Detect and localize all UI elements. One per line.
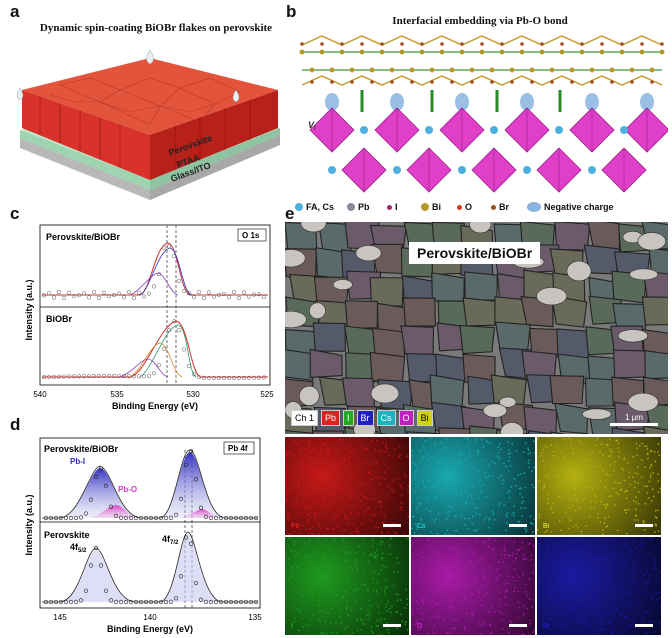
panel-a-label: a <box>10 2 20 21</box>
d-orbital: Pb 4f <box>228 444 248 453</box>
chip-i: I <box>343 410 354 426</box>
eds-map-i: I <box>285 537 409 635</box>
d-xtick-135: 135 <box>248 613 262 622</box>
crystal-structure: VI <box>299 35 668 193</box>
eds-scale-bar <box>635 624 653 627</box>
eds-map-label: Cs <box>417 523 426 530</box>
panel-b-title: Interfacial embedding via Pb-O bond <box>392 15 568 27</box>
c-xtick-535: 535 <box>110 390 124 399</box>
d-peak-52: 4f5/2 <box>70 542 87 554</box>
vacancy-label: VI <box>308 120 316 132</box>
c-xtick-540: 540 <box>33 390 47 399</box>
eds-map-label: Bi <box>543 523 550 530</box>
c-xlabel: Binding Energy (eV) <box>112 401 198 411</box>
structure-legend: FA, Cs Pb I Bi O Br Negative charge <box>295 202 670 216</box>
panel-c-label: c <box>10 204 20 223</box>
legend-fa-cs: FA, Cs <box>295 202 334 212</box>
legend-bi: Bi <box>421 202 441 212</box>
c-ylabel: Intensity (a.u.) <box>24 279 34 340</box>
eds-map-br: Br <box>537 537 661 635</box>
panel-d-label: d <box>10 415 21 434</box>
c-bottom-sample: BiOBr <box>46 314 73 324</box>
sem-eds-overlay: Perovskite/BiOBr Ch 1 Pb I Br Cs O Bi 1 … <box>285 222 668 434</box>
eds-map-label: Br <box>543 623 550 630</box>
eds-map-pb: Pb <box>285 437 409 535</box>
legend-negative-charge: Negative charge <box>527 202 614 212</box>
eds-scale-bar <box>635 524 653 527</box>
d-peak-72: 4f7/2 <box>162 534 179 546</box>
eds-map-bi: Bi <box>537 437 661 535</box>
panel-b-label: b <box>286 2 297 21</box>
d-peak-pbo: Pb-O <box>118 485 137 494</box>
panel-a-title: Dynamic spin-coating BiOBr flakes on per… <box>39 22 273 34</box>
chip-cs: Cs <box>376 410 396 426</box>
element-chips: Ch 1 Pb I Br Cs O Bi <box>291 410 433 426</box>
legend-br: Br <box>491 202 509 212</box>
legend-o: O <box>457 202 472 212</box>
eds-scale-bar <box>383 524 401 527</box>
pb-o-bonds <box>325 90 654 112</box>
d-ylabel: Intensity (a.u.) <box>24 494 34 555</box>
d-top-sample: Perovskite/BiOBr <box>44 444 119 454</box>
chip-bi: Bi <box>416 410 433 426</box>
eds-map-label: Pb <box>291 523 300 530</box>
xps-o1s-plot: Perovskite/BiOBr O 1s BiOBr 540 535 530 … <box>24 224 274 411</box>
d-xlabel: Binding Energy (eV) <box>107 624 193 634</box>
eds-map-label: I <box>291 623 293 630</box>
scale-bar: 1 μm <box>610 413 658 426</box>
d-peak-pbi: Pb-I <box>70 457 85 466</box>
legend-i: I <box>387 202 398 212</box>
eds-map-o: O <box>411 537 535 635</box>
eds-map-label: O <box>417 623 423 630</box>
xps-pb4f-plot: Perovskite/BiOBr Pb 4f Perovskite Pb-I P… <box>24 437 262 634</box>
d-xtick-140: 140 <box>143 613 157 622</box>
legend-pb: Pb <box>347 202 370 212</box>
eds-scale-bar <box>509 624 527 627</box>
channel-chip: Ch 1 <box>291 410 319 426</box>
perovskite-layer <box>22 58 278 135</box>
chip-o: O <box>398 410 414 426</box>
sem-title: Perovskite/BiOBr <box>409 242 541 264</box>
chip-br: Br <box>356 410 374 426</box>
c-orbital: O 1s <box>242 231 260 240</box>
d-xtick-145: 145 <box>53 613 67 622</box>
chip-pb: Pb <box>321 410 341 426</box>
eds-scale-bar <box>509 524 527 527</box>
d-bottom-sample: Perovskite <box>44 530 90 540</box>
panel-e-label: e <box>285 204 295 223</box>
droplet-icons <box>16 49 240 103</box>
eds-scale-bar <box>383 624 401 627</box>
c-top-sample: Perovskite/BiOBr <box>46 232 121 242</box>
c-xtick-525: 525 <box>260 390 274 399</box>
c-xtick-530: 530 <box>186 390 200 399</box>
eds-map-cs: Cs <box>411 437 535 535</box>
device-schematic: Perovskite PTAA Glass/ITO <box>16 49 280 200</box>
